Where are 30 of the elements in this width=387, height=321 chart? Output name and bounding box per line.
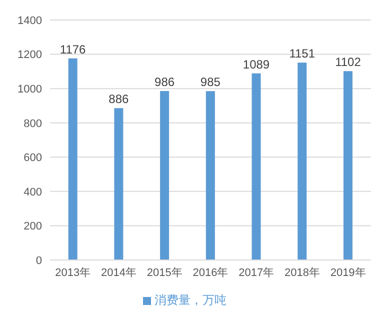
bar	[160, 90, 170, 260]
x-tick-label: 2015年	[146, 266, 182, 279]
x-tick-label: 2016年	[192, 266, 228, 279]
y-tick-label: 0	[36, 254, 42, 267]
data-label: 1176	[60, 42, 86, 56]
y-tick-label: 600	[24, 152, 42, 164]
y-tick-label: 400	[24, 186, 42, 198]
x-tick-label: 2013年	[55, 266, 91, 279]
x-tick-label: 2019年	[330, 266, 366, 279]
data-label: 886	[108, 92, 130, 106]
data-label: 1089	[242, 57, 270, 72]
bar	[114, 108, 124, 260]
data-label: 1151	[289, 46, 316, 61]
data-label: 985	[200, 75, 221, 90]
bar	[68, 58, 78, 260]
bar	[298, 62, 307, 260]
legend-label: 消费量，万吨	[154, 293, 226, 307]
y-tick-label: 800	[24, 118, 42, 130]
x-tick-label: 2017年	[238, 266, 274, 279]
y-tick-label: 1000	[18, 83, 42, 96]
y-tick-label: 200	[24, 220, 42, 233]
y-tick-label: 1200	[18, 49, 42, 62]
bar	[252, 73, 261, 260]
bar	[343, 71, 352, 260]
bar	[206, 91, 215, 260]
x-tick-label: 2014年	[101, 266, 137, 279]
data-label: 1102	[335, 55, 362, 70]
data-label: 986	[154, 74, 175, 89]
y-tick-label: 1400	[18, 14, 42, 27]
x-tick-label: 2018年	[284, 266, 320, 279]
